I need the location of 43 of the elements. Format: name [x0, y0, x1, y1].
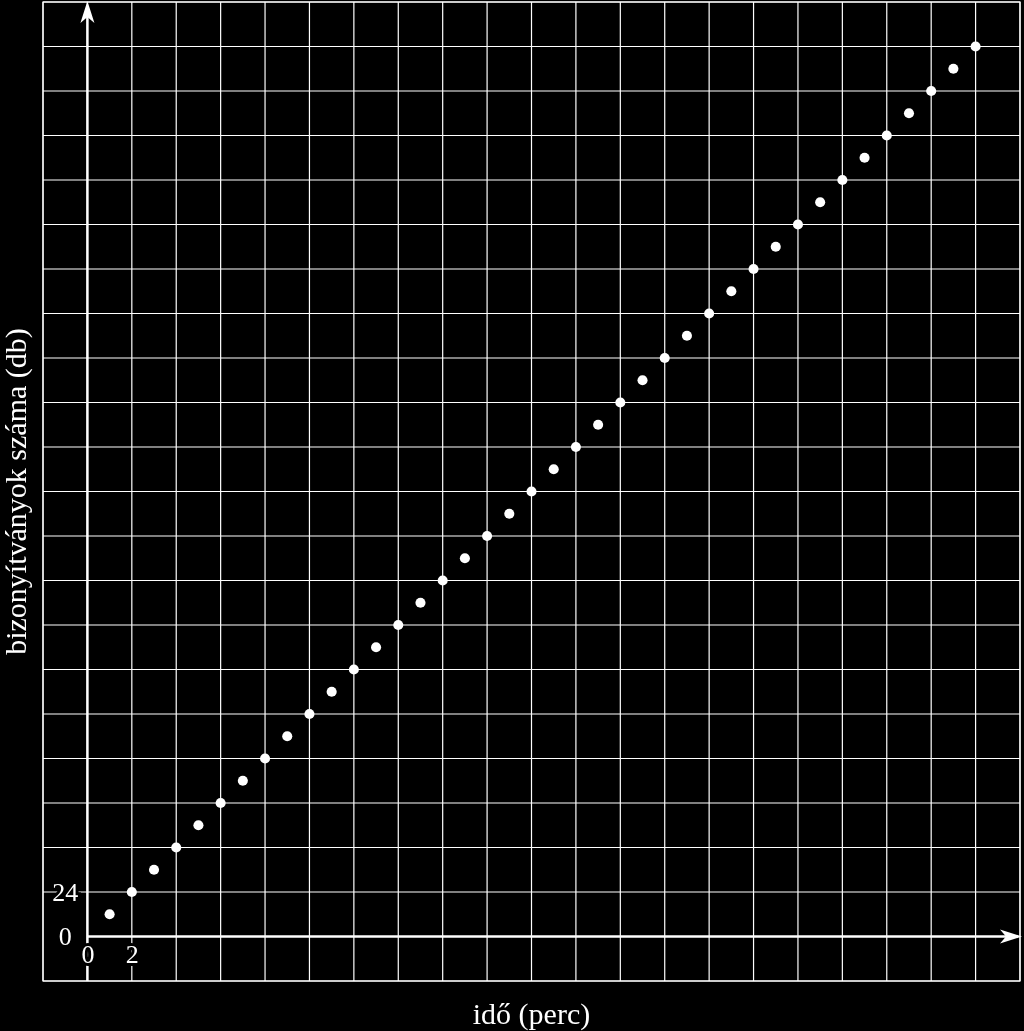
- point: [371, 642, 382, 653]
- point: [215, 797, 226, 809]
- point: [193, 820, 204, 831]
- point: [348, 664, 359, 675]
- y-axis-title: bizonyítványok száma (db): [0, 328, 33, 655]
- point: [282, 731, 293, 742]
- point: [504, 508, 515, 519]
- point: [881, 130, 892, 141]
- point: [570, 441, 581, 453]
- point: [637, 375, 648, 386]
- point: [393, 619, 404, 631]
- point: [593, 419, 604, 430]
- point: [148, 864, 160, 875]
- point: [970, 41, 981, 52]
- point: [815, 197, 826, 208]
- point: [659, 352, 670, 364]
- point: [615, 397, 626, 408]
- point: [748, 263, 759, 275]
- point: [415, 597, 426, 608]
- point: [326, 686, 337, 697]
- point: [237, 775, 248, 786]
- point: [526, 486, 537, 497]
- point: [104, 909, 115, 920]
- point: [926, 85, 937, 97]
- point: [548, 464, 559, 475]
- point: [171, 842, 182, 853]
- point: [948, 63, 959, 74]
- point: [704, 308, 715, 319]
- point: [482, 530, 493, 542]
- point: [859, 152, 870, 163]
- point: [260, 753, 271, 764]
- point: [459, 553, 470, 564]
- point: [126, 886, 137, 898]
- y-tick-label: 24: [52, 877, 79, 907]
- point: [437, 575, 448, 586]
- point: [726, 286, 737, 297]
- point: [304, 708, 315, 720]
- point: [903, 108, 915, 119]
- point: [770, 241, 781, 252]
- point: [837, 174, 848, 186]
- x-axis-title: idő (perc): [472, 997, 591, 1031]
- point: [681, 330, 692, 341]
- point: [792, 219, 803, 230]
